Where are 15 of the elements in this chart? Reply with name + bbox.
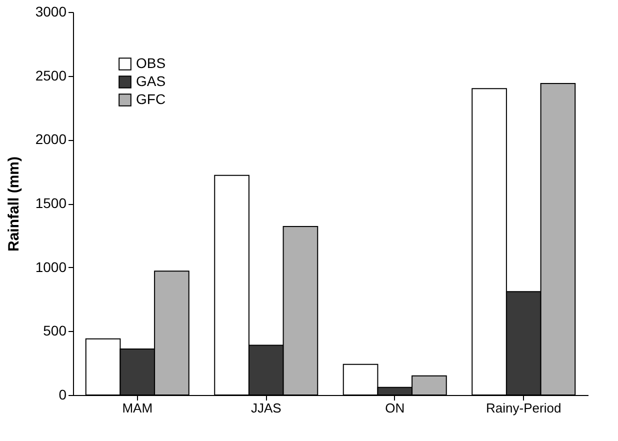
y-tick-label: 3000 xyxy=(35,4,67,20)
y-axis-title: Rainfall (mm) xyxy=(5,156,22,252)
x-tick-label: MAM xyxy=(122,400,153,416)
x-tick-label: Rainy-Period xyxy=(486,400,562,416)
legend-label: GFC xyxy=(136,91,166,107)
y-tick-label: 500 xyxy=(43,322,67,339)
y-tick-label: 0 xyxy=(58,386,67,402)
x-tick-label: ON xyxy=(385,400,405,416)
x-tick-label: JJAS xyxy=(250,400,282,416)
y-tick-label: 1500 xyxy=(35,195,67,211)
legend-label: OBS xyxy=(136,55,166,71)
y-tick-label: 2000 xyxy=(35,131,67,148)
legend-label: GAS xyxy=(136,73,166,89)
y-tick-label: 1000 xyxy=(35,258,67,275)
y-tick-label: 2500 xyxy=(35,67,67,84)
